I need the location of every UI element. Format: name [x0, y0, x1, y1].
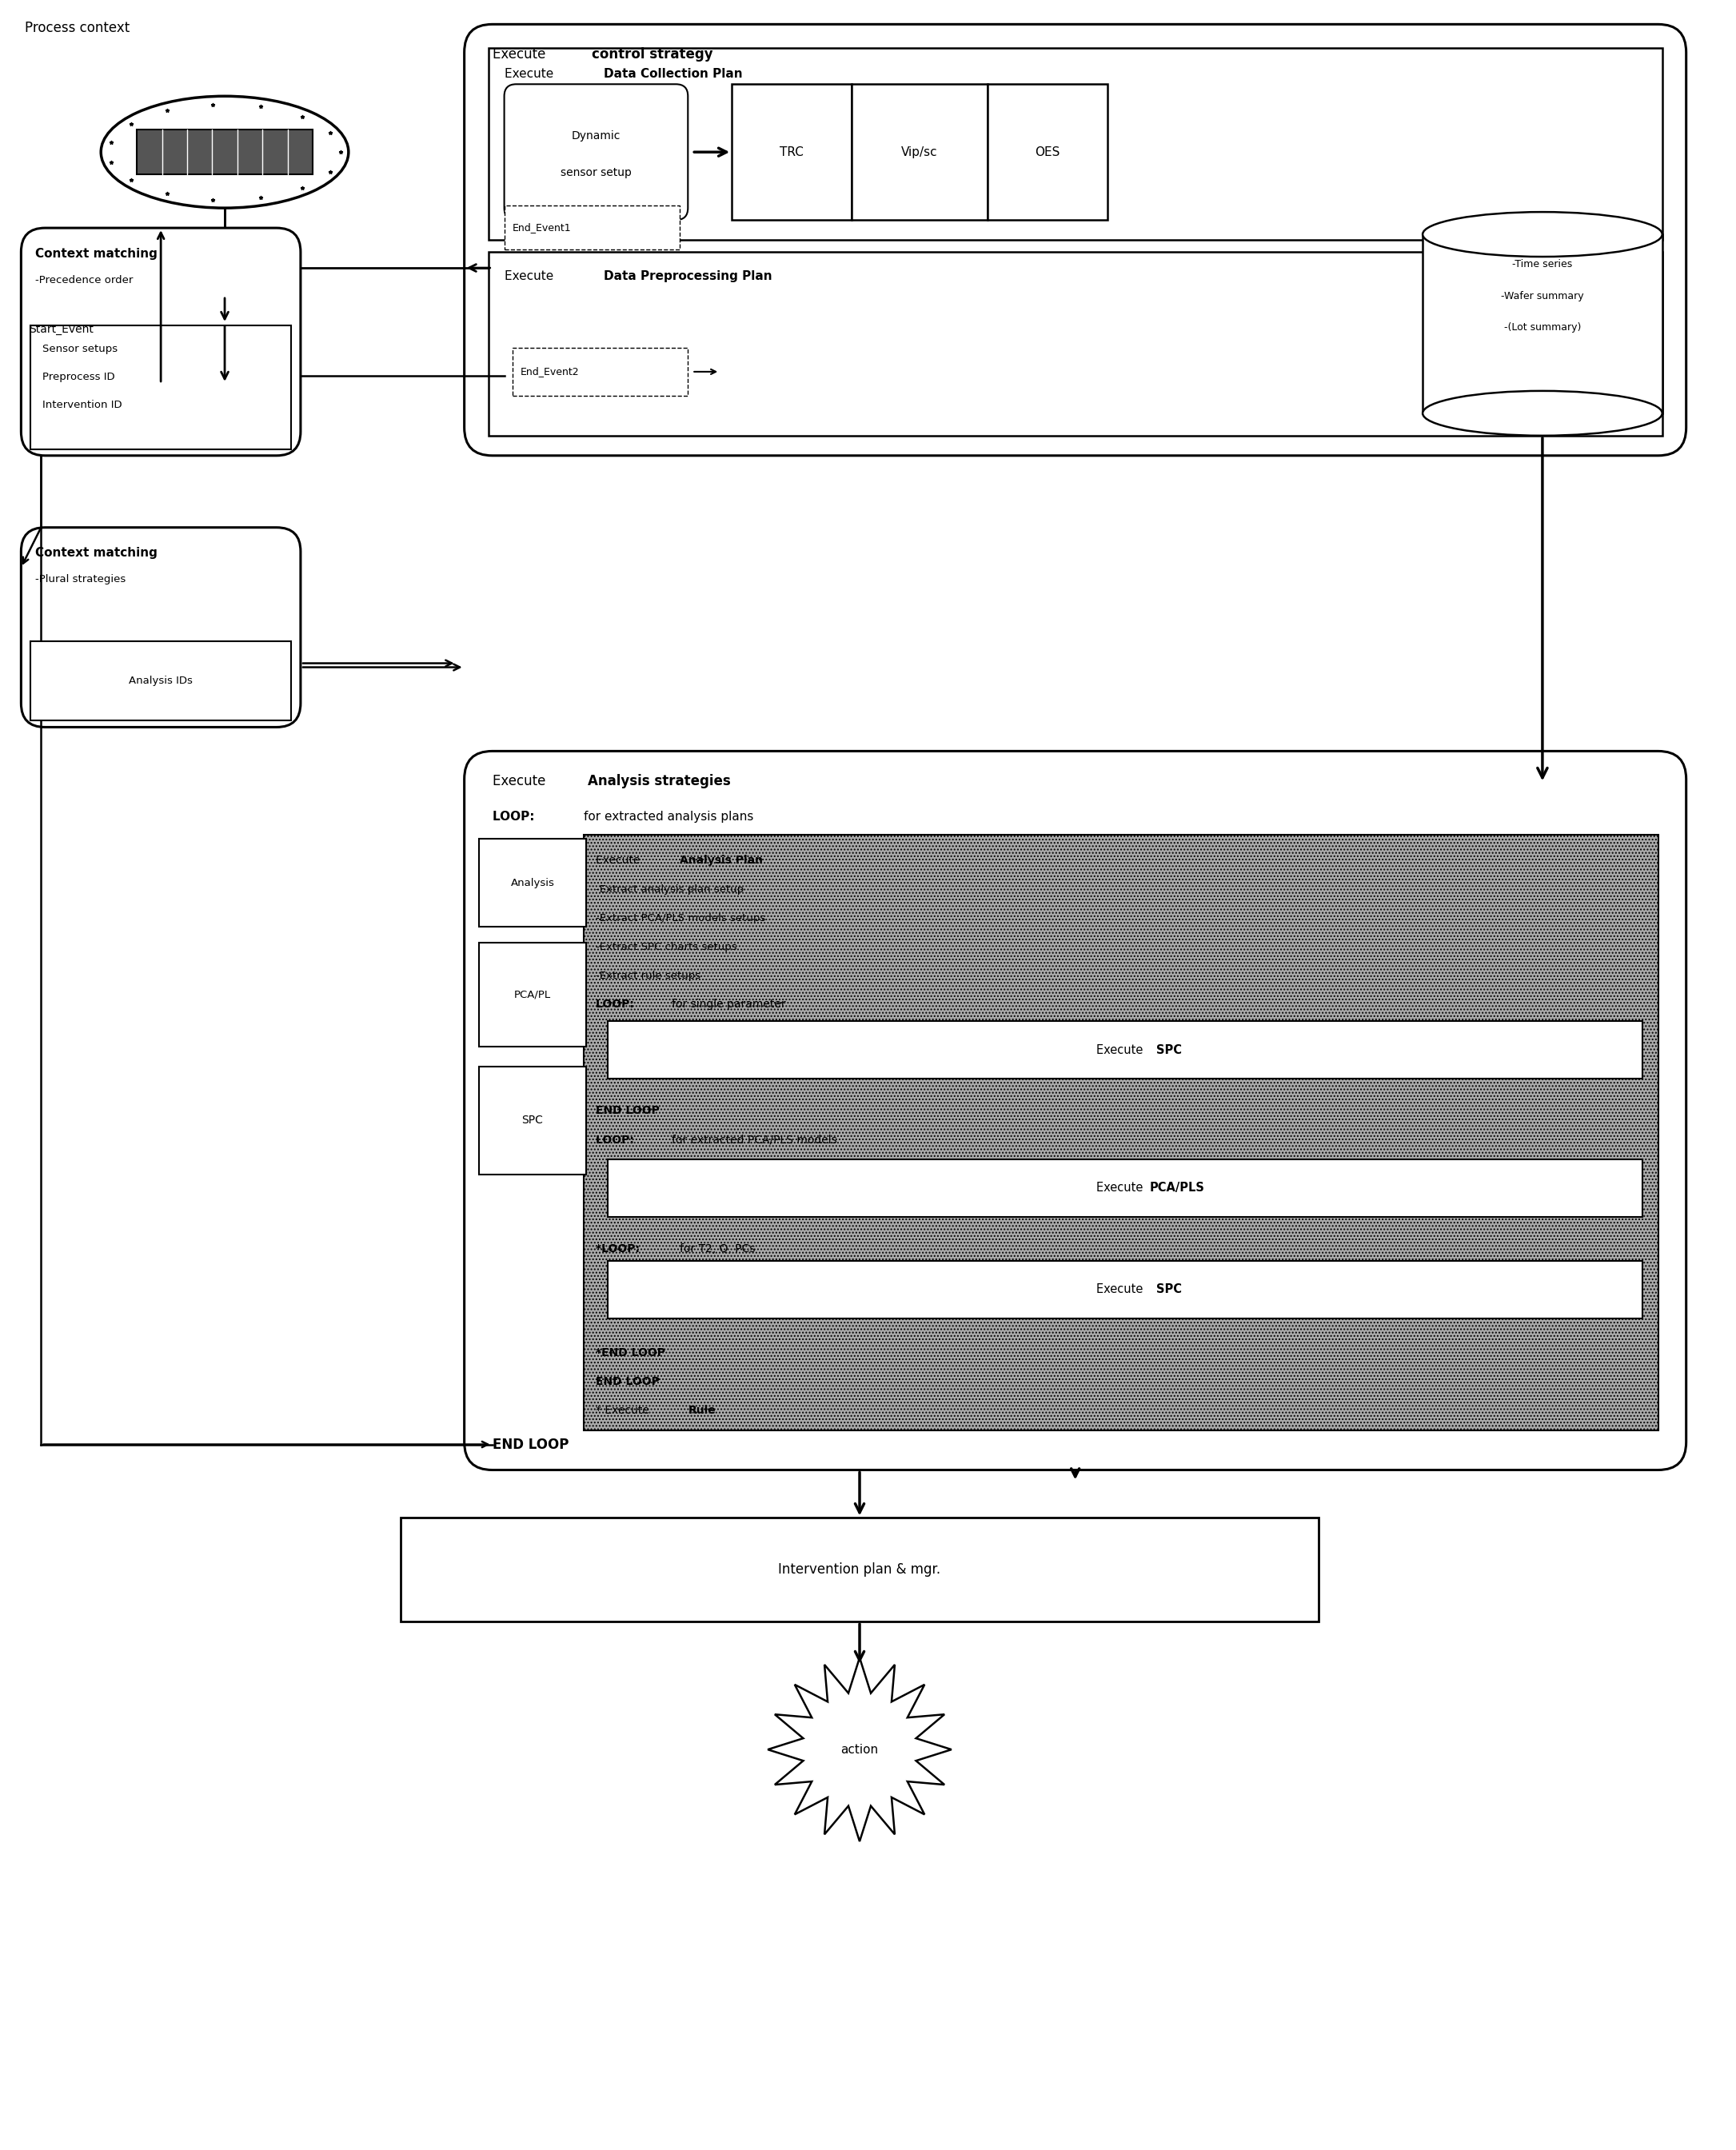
- Text: Execute: Execute: [595, 856, 644, 866]
- FancyBboxPatch shape: [503, 84, 687, 219]
- Ellipse shape: [101, 97, 349, 209]
- Text: for extracted analysis plans: for extracted analysis plans: [583, 811, 753, 823]
- FancyBboxPatch shape: [583, 834, 1658, 1430]
- Text: Analysis IDs: Analysis IDs: [128, 675, 193, 686]
- Text: -Extract SPC charts setups: -Extract SPC charts setups: [595, 942, 738, 952]
- Text: Execute: Execute: [493, 47, 550, 62]
- Text: *END LOOP: *END LOOP: [595, 1346, 665, 1359]
- Text: Dynamic: Dynamic: [571, 131, 620, 142]
- Text: End_Event1: End_Event1: [512, 221, 571, 232]
- Bar: [488, 47, 1661, 241]
- Text: End_Event2: End_Event2: [521, 366, 580, 376]
- Text: Analysis Plan: Analysis Plan: [681, 856, 764, 866]
- Text: Data Preprocessing Plan: Data Preprocessing Plan: [604, 271, 773, 282]
- Text: PCA/PL: PCA/PL: [514, 989, 550, 1000]
- Bar: [401, 1518, 1319, 1621]
- Text: Context matching: Context matching: [35, 546, 158, 559]
- Text: SPC: SPC: [1156, 1284, 1182, 1296]
- Text: Context matching: Context matching: [35, 247, 158, 260]
- Text: * Execute: * Execute: [595, 1404, 653, 1415]
- Text: Execute: Execute: [493, 774, 550, 789]
- Text: LOOP:: LOOP:: [493, 811, 538, 823]
- Bar: [31, 641, 292, 720]
- Text: action: action: [840, 1744, 878, 1757]
- Text: Execute: Execute: [1095, 1045, 1146, 1056]
- Bar: [608, 1159, 1642, 1217]
- Text: -Plural strategies: -Plural strategies: [35, 574, 127, 585]
- Bar: [608, 1260, 1642, 1318]
- Text: for extracted PCA/PLS models: for extracted PCA/PLS models: [672, 1135, 837, 1146]
- Bar: [512, 348, 687, 396]
- Text: for single parameter: for single parameter: [672, 1000, 786, 1010]
- Text: END LOOP: END LOOP: [595, 1105, 660, 1116]
- Text: TRC: TRC: [779, 146, 804, 159]
- Text: -Precedence order: -Precedence order: [35, 275, 134, 286]
- Text: END LOOP: END LOOP: [595, 1376, 660, 1387]
- Text: Process context: Process context: [24, 22, 130, 34]
- Text: Preprocess ID: Preprocess ID: [43, 372, 115, 383]
- Text: -(Lot summary): -(Lot summary): [1503, 322, 1581, 333]
- Polygon shape: [767, 1658, 951, 1840]
- Text: -Extract rule setups: -Extract rule setups: [595, 970, 701, 980]
- Text: control strategy: control strategy: [592, 47, 713, 62]
- Bar: [1422, 234, 1661, 413]
- Bar: [852, 84, 988, 219]
- Bar: [21, 303, 245, 355]
- Text: LOOP:: LOOP:: [595, 1000, 639, 1010]
- Text: -Time series: -Time series: [1512, 258, 1573, 269]
- Text: Execute: Execute: [1095, 1284, 1146, 1296]
- Ellipse shape: [1422, 391, 1661, 436]
- Text: Vip/sc: Vip/sc: [901, 146, 937, 159]
- Text: Analysis: Analysis: [510, 877, 554, 888]
- Bar: [988, 84, 1108, 219]
- Bar: [137, 129, 312, 174]
- Text: Sensor setups: Sensor setups: [43, 344, 118, 355]
- Text: Execute: Execute: [1095, 1182, 1146, 1193]
- Text: Start_Event: Start_Event: [30, 325, 94, 335]
- Text: LOOP:: LOOP:: [595, 1135, 639, 1146]
- Text: Data Collection Plan: Data Collection Plan: [604, 69, 743, 80]
- Text: Execute: Execute: [503, 271, 557, 282]
- Bar: [479, 838, 587, 927]
- Text: PCA/PLS: PCA/PLS: [1149, 1182, 1205, 1193]
- Text: END LOOP: END LOOP: [493, 1436, 568, 1451]
- Text: OES: OES: [1035, 146, 1061, 159]
- Text: -Extract PCA/PLS models setups: -Extract PCA/PLS models setups: [595, 914, 766, 922]
- Text: Rule: Rule: [687, 1404, 715, 1415]
- FancyBboxPatch shape: [21, 527, 300, 727]
- FancyBboxPatch shape: [21, 228, 300, 456]
- Bar: [608, 1021, 1642, 1079]
- Ellipse shape: [1422, 213, 1661, 256]
- Text: -Extract analysis plan setup: -Extract analysis plan setup: [595, 884, 745, 894]
- Bar: [733, 84, 852, 219]
- Bar: [479, 1066, 587, 1174]
- Text: SPC: SPC: [1156, 1045, 1182, 1056]
- FancyBboxPatch shape: [464, 750, 1686, 1471]
- Text: Intervention plan & mgr.: Intervention plan & mgr.: [778, 1563, 941, 1576]
- Text: Execute: Execute: [503, 69, 557, 80]
- Text: Intervention ID: Intervention ID: [43, 400, 122, 411]
- Text: *LOOP:: *LOOP:: [595, 1243, 644, 1253]
- Bar: [31, 325, 292, 449]
- Bar: [503, 206, 681, 249]
- Text: sensor setup: sensor setup: [561, 168, 632, 178]
- Text: -Wafer summary: -Wafer summary: [1502, 290, 1583, 301]
- Bar: [488, 252, 1661, 436]
- Text: SPC: SPC: [523, 1116, 543, 1127]
- Text: for T2, Q, PCs: for T2, Q, PCs: [681, 1243, 755, 1253]
- FancyBboxPatch shape: [464, 24, 1686, 456]
- Text: Analysis strategies: Analysis strategies: [589, 774, 731, 789]
- Bar: [479, 944, 587, 1047]
